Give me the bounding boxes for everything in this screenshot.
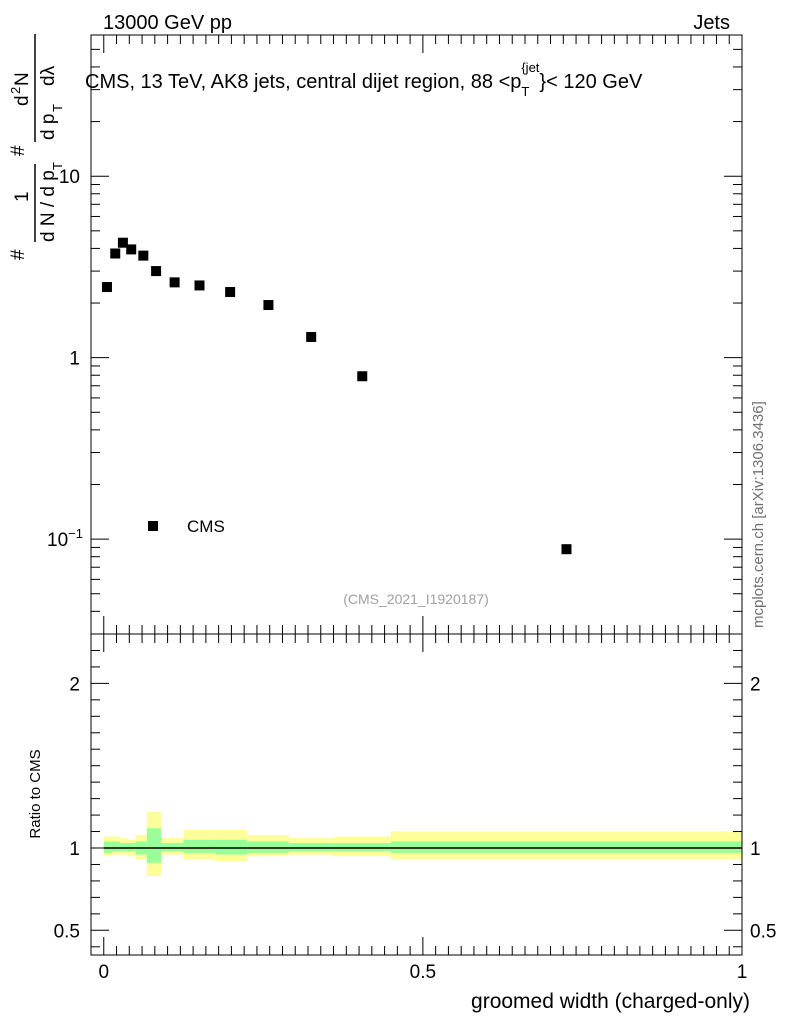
ratio-y-tick-labels: 0.5 0.5 1 1 2 2 <box>54 674 777 942</box>
side-watermark: mcplots.cern.ch [arXiv:1306.3436] <box>750 401 767 628</box>
data-point <box>194 280 205 291</box>
ylabel-num-n: N <box>12 72 33 86</box>
ratio-band-inner <box>333 843 391 852</box>
ratio-band-inner <box>183 839 216 853</box>
data-point <box>306 331 317 342</box>
x-tick-labels: 0 0.5 1 <box>98 962 747 983</box>
category-label: Jets <box>693 12 730 34</box>
ratio-bands <box>103 811 742 876</box>
data-points <box>101 237 572 555</box>
ylabel-hash-2: # <box>8 145 29 156</box>
ratio-band-inner <box>103 841 112 853</box>
main-plot-frame <box>90 34 743 635</box>
ratio-y-tick-label: 0.5 <box>54 921 80 942</box>
data-point <box>101 282 112 293</box>
ratio-band-inner <box>111 841 120 852</box>
x-tick-label: 0.5 <box>410 962 436 983</box>
ylabel-den2: d p <box>38 114 59 140</box>
title-sub: T <box>521 84 529 99</box>
ylabel-num-d: d <box>12 95 33 106</box>
data-point <box>357 371 368 382</box>
legend-marker <box>148 521 158 531</box>
ratio-band-inner <box>247 841 289 853</box>
ratio-y-tick-label-right: 1 <box>750 839 761 860</box>
ylabel-lambda: dλ <box>38 65 59 86</box>
energy-label: 13000 GeV pp <box>103 12 232 34</box>
data-point <box>126 244 137 255</box>
plot-title: CMS, 13 TeV, AK8 jets, central dijet reg… <box>85 60 643 99</box>
main-y-axis-label: # 1 d N / d p T # d 2 N d p T dλ <box>8 34 65 260</box>
legend-label: CMS <box>187 517 225 536</box>
x-axis-label: groomed width (charged-only) <box>471 990 750 1013</box>
ratio-band-inner <box>215 839 248 855</box>
ratio-band-inner <box>119 843 128 852</box>
ylabel-hash-1: # <box>8 249 29 260</box>
title-suffix: }< 120 GeV <box>539 71 643 93</box>
ratio-band-inner <box>288 843 334 852</box>
ylabel-num-sup: 2 <box>8 87 23 94</box>
legend: CMS <box>148 517 225 536</box>
data-point <box>561 544 572 555</box>
ylabel-den-sub: T <box>50 162 65 170</box>
ylabel-one: 1 <box>12 191 33 202</box>
data-point <box>151 266 162 277</box>
main-y-tick-label: 10 <box>59 167 80 188</box>
title-prefix: CMS, 13 TeV, AK8 jets, central dijet reg… <box>85 71 521 93</box>
ratio-band-inner <box>127 843 136 852</box>
title-sup: {jet <box>521 60 539 75</box>
analysis-id: (CMS_2021_I1920187) <box>343 591 489 607</box>
ratio-y-tick-label-right: 0.5 <box>750 921 776 942</box>
data-point <box>110 248 121 259</box>
ylabel-den2-sub: T <box>50 104 65 112</box>
ratio-band-inner <box>390 841 742 853</box>
ratio-y-tick-label-right: 2 <box>750 674 761 695</box>
data-point <box>169 277 180 288</box>
x-tick-label: 0 <box>98 962 109 983</box>
ratio-y-tick-label: 1 <box>69 839 80 860</box>
ratio-axis-ticks <box>91 634 743 955</box>
ylabel-den: d N / d p <box>38 170 59 242</box>
x-tick-label: 1 <box>737 962 748 983</box>
main-axis-ticks <box>91 34 743 635</box>
main-y-tick-label: 10−1 <box>47 526 83 551</box>
data-point <box>263 300 274 311</box>
ratio-band-inner <box>146 828 162 863</box>
ratio-y-tick-label: 2 <box>69 674 80 695</box>
data-point <box>117 237 128 248</box>
ratio-y-axis-label: Ratio to CMS <box>27 749 44 838</box>
ratio-plot-frame <box>90 633 743 956</box>
main-y-tick-label: 1 <box>69 349 80 370</box>
data-point <box>225 287 236 298</box>
main-y-tick-labels: 10−1 1 10 <box>47 167 83 551</box>
data-point <box>138 250 149 261</box>
ratio-band-inner <box>161 843 184 852</box>
